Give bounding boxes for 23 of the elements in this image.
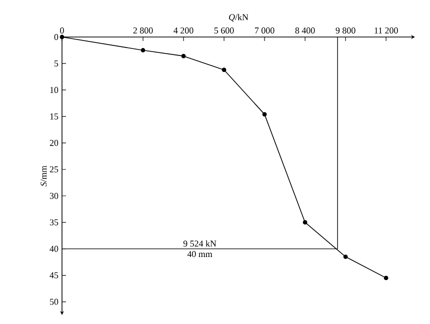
y-tick-label: 50 [50,298,58,305]
y-tick-label: 0 [54,34,58,40]
x-tick-label: 8 400 [295,27,315,34]
x-tick-label: 7 000 [255,27,274,34]
annotation: 40 mm [187,251,212,258]
x-tick-label: 11 200 [374,27,398,34]
x-tick-label: 5 600 [214,27,234,34]
y-tick-label: 35 [50,219,58,226]
x-tick-label: 9 800 [336,27,356,34]
x-axis-title: Q/kN [229,14,248,22]
y-tick-label: 40 [50,246,58,252]
y-tick-label: 20 [50,140,58,146]
annotation: 9 524 kN [183,240,216,247]
y-tick-label: 5 [54,60,58,66]
x-tick-label: 0 [60,27,64,34]
y-tick-label: 25 [50,166,58,172]
y-tick-label: 45 [50,272,58,278]
y-tick-label: 10 [50,86,58,93]
y-axis-title: S/mm [40,166,47,186]
y-tick-label: 30 [50,192,58,199]
x-tick-label: 4 200 [174,27,194,34]
y-tick-label: 15 [50,113,58,120]
x-tick-label: 2 800 [133,27,153,34]
